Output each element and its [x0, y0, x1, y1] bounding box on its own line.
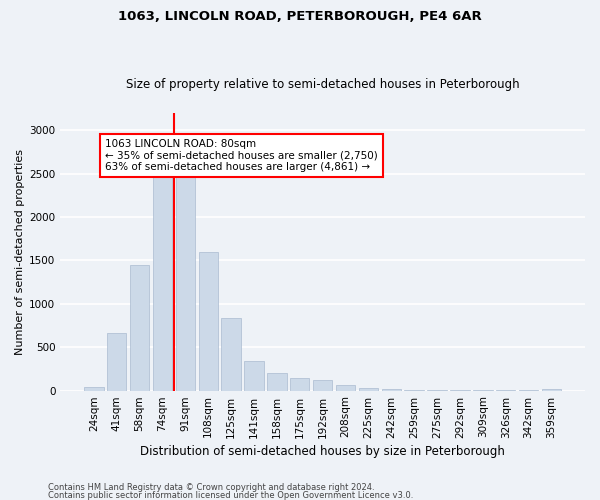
Bar — [382, 389, 401, 390]
Bar — [221, 318, 241, 390]
Title: Size of property relative to semi-detached houses in Peterborough: Size of property relative to semi-detach… — [126, 78, 520, 91]
Bar — [290, 378, 310, 390]
Bar — [244, 361, 264, 390]
Bar — [176, 174, 195, 390]
Bar — [267, 373, 287, 390]
Text: Contains HM Land Registry data © Crown copyright and database right 2024.: Contains HM Land Registry data © Crown c… — [48, 484, 374, 492]
Bar — [359, 388, 378, 390]
Bar — [199, 252, 218, 390]
Text: Contains public sector information licensed under the Open Government Licence v3: Contains public sector information licen… — [48, 490, 413, 500]
Text: 1063 LINCOLN ROAD: 80sqm
← 35% of semi-detached houses are smaller (2,750)
63% o: 1063 LINCOLN ROAD: 80sqm ← 35% of semi-d… — [105, 139, 378, 172]
X-axis label: Distribution of semi-detached houses by size in Peterborough: Distribution of semi-detached houses by … — [140, 444, 505, 458]
Bar — [313, 380, 332, 390]
Bar — [84, 386, 104, 390]
Bar — [107, 334, 127, 390]
Y-axis label: Number of semi-detached properties: Number of semi-detached properties — [15, 149, 25, 355]
Bar — [336, 385, 355, 390]
Bar — [153, 174, 172, 390]
Bar — [130, 265, 149, 390]
Text: 1063, LINCOLN ROAD, PETERBOROUGH, PE4 6AR: 1063, LINCOLN ROAD, PETERBOROUGH, PE4 6A… — [118, 10, 482, 23]
